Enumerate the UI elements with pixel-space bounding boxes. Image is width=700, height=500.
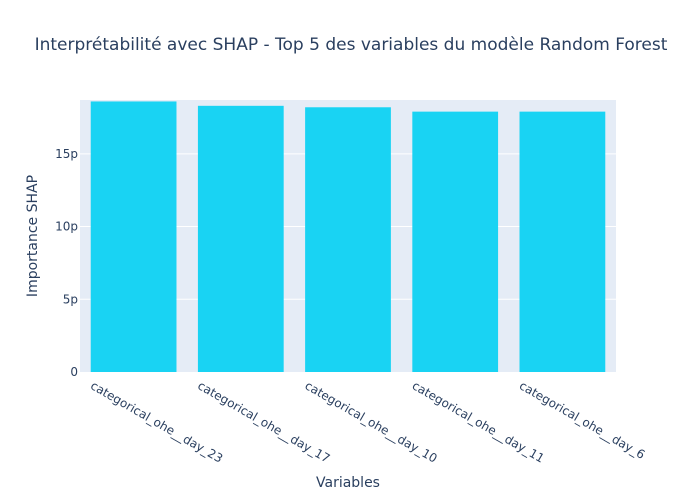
y-tick-label: 10p: [55, 220, 78, 234]
bar: [519, 111, 606, 373]
y-axis-title: Importance SHAP: [25, 175, 41, 297]
bar: [90, 101, 177, 373]
x-tick-labels: categorical_ohe__day_23categorical_ohe__…: [88, 378, 647, 465]
x-axis-title: Variables: [316, 475, 380, 491]
bars: [90, 101, 606, 373]
bar: [412, 111, 499, 373]
bar: [305, 107, 391, 372]
y-tick-label: 15p: [55, 147, 78, 161]
y-tick-label: 0: [70, 365, 78, 379]
chart-title: Interprétabilité avec SHAP - Top 5 des v…: [35, 35, 668, 55]
y-tick-label: 5p: [63, 292, 78, 306]
y-tick-labels: 0 5p 10p 15p: [55, 147, 78, 379]
bar: [197, 105, 284, 373]
